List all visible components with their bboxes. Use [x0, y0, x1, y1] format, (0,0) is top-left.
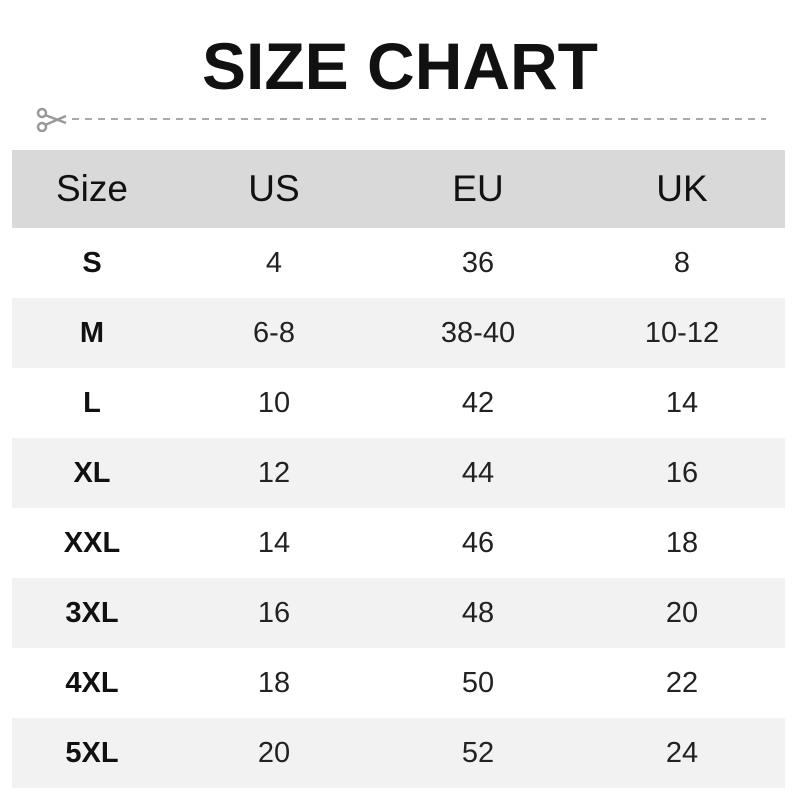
header-cell: EU — [452, 168, 504, 209]
table-row: M 6-8 38-40 10-12 — [12, 298, 785, 368]
table-row: XL 12 44 16 — [12, 438, 785, 508]
scissors-icon — [36, 107, 67, 132]
table-cell: XXL — [63, 526, 121, 559]
table-cell: XL — [73, 456, 111, 489]
header-cell: UK — [656, 168, 708, 209]
table-row: S 4 36 8 — [12, 228, 785, 298]
table-cell: 8 — [673, 246, 691, 279]
table-cell: 16 — [257, 596, 291, 629]
table-cell: 24 — [665, 736, 699, 769]
header-cell: Size — [56, 168, 128, 209]
table-cell: 46 — [461, 526, 495, 559]
table-row: XXL 14 46 18 — [12, 508, 785, 578]
header-cell: US — [248, 168, 300, 209]
table-cell: 18 — [257, 666, 291, 699]
table-cell: 50 — [461, 666, 495, 699]
table-cell: M — [79, 316, 105, 349]
table-row: 3XL 16 48 20 — [12, 578, 785, 648]
table-cell: 42 — [461, 386, 495, 419]
table-cell: S — [82, 246, 102, 279]
table-cell: 3XL — [65, 596, 119, 629]
table-cell: 44 — [461, 456, 495, 489]
table-cell: 10 — [257, 386, 291, 419]
table-cell: 14 — [665, 386, 699, 419]
table-cell: 20 — [665, 596, 699, 629]
table-cell: 48 — [461, 596, 495, 629]
size-table: Size US EU UK S 4 36 8 M 6-8 38-40 10-12 L 10 42 14… — [12, 150, 785, 788]
table-cell: 36 — [461, 246, 495, 279]
table-cell: 22 — [665, 666, 699, 699]
table-cell: 14 — [257, 526, 291, 559]
table-cell: 16 — [665, 456, 699, 489]
cut-line — [36, 107, 766, 132]
table-header-row: Size US EU UK — [12, 150, 785, 228]
table-row: 4XL 18 50 22 — [12, 648, 785, 718]
table-cell: 18 — [665, 526, 699, 559]
table-cell: 10-12 — [644, 316, 720, 349]
table-row: L 10 42 14 — [12, 368, 785, 438]
table-row: 5XL 20 52 24 — [12, 718, 785, 788]
table-cell: 12 — [257, 456, 291, 489]
table-cell: 38-40 — [440, 316, 516, 349]
table-cell: 4XL — [65, 666, 119, 699]
page-title: SIZE CHART — [202, 29, 598, 103]
table-cell: 4 — [265, 246, 283, 279]
table-cell: 20 — [257, 736, 291, 769]
table-cell: 6-8 — [253, 316, 295, 349]
table-cell: L — [83, 386, 101, 419]
table-cell: 52 — [461, 736, 495, 769]
table-cell: 5XL — [65, 736, 119, 769]
